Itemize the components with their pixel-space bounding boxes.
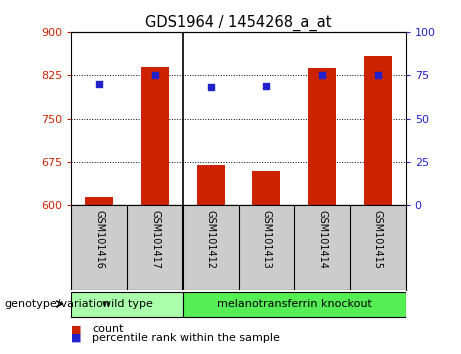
Point — [319, 73, 326, 78]
Point — [374, 73, 382, 78]
Bar — [85, 197, 113, 205]
Title: GDS1964 / 1454268_a_at: GDS1964 / 1454268_a_at — [145, 14, 332, 30]
Point — [95, 81, 103, 87]
Text: melanotransferrin knockout: melanotransferrin knockout — [217, 299, 372, 309]
Text: GSM101413: GSM101413 — [261, 210, 272, 268]
Bar — [253, 171, 280, 205]
Bar — [308, 68, 336, 205]
Bar — [183, 292, 406, 317]
Text: wild type: wild type — [102, 299, 153, 309]
Text: ■: ■ — [71, 324, 82, 334]
Point — [151, 73, 159, 78]
Text: GSM101412: GSM101412 — [206, 210, 216, 269]
Bar — [141, 67, 169, 205]
Text: GSM101416: GSM101416 — [95, 210, 104, 268]
Text: count: count — [92, 324, 124, 334]
Text: GSM101415: GSM101415 — [373, 210, 383, 269]
Text: GSM101417: GSM101417 — [150, 210, 160, 269]
Text: ■: ■ — [71, 333, 82, 343]
Text: GSM101414: GSM101414 — [317, 210, 327, 268]
Bar — [364, 56, 392, 205]
Text: percentile rank within the sample: percentile rank within the sample — [92, 333, 280, 343]
Bar — [197, 165, 225, 205]
Point — [263, 83, 270, 88]
Point — [207, 85, 214, 90]
Text: genotype/variation: genotype/variation — [5, 299, 111, 309]
Bar — [71, 292, 183, 317]
